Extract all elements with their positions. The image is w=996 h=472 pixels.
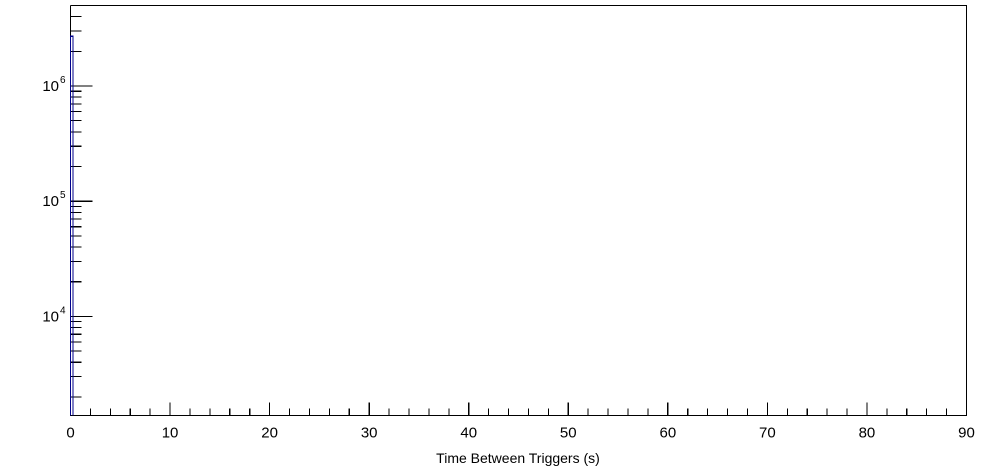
- y-axis-ticks: [70, 4, 93, 398]
- y-tick-label: 10 6: [42, 75, 66, 95]
- x-tick-label: 20: [261, 425, 278, 442]
- x-tick-label: 70: [759, 425, 776, 442]
- y-tick-label-exponent: 5: [60, 190, 66, 201]
- y-tick-label: 10 5: [42, 190, 66, 210]
- histogram-bin: [69, 35, 74, 416]
- x-tick-label: 0: [66, 425, 74, 442]
- x-tick-label: 50: [560, 425, 577, 442]
- x-axis-ticks: [69, 402, 968, 416]
- x-tick-label: 90: [958, 425, 975, 442]
- y-tick-label-exponent: 4: [60, 305, 66, 316]
- y-tick-label-mantissa: 10: [42, 193, 59, 210]
- y-tick-label: 10 4: [42, 305, 66, 325]
- x-tick-label: 30: [361, 425, 378, 442]
- y-tick-label-exponent: 6: [60, 75, 66, 86]
- x-axis-tick-labels: 0 10 20 30 40 50 60 70 80 90: [66, 425, 975, 442]
- x-tick-label: 10: [162, 425, 179, 442]
- histogram-series: [69, 35, 74, 416]
- x-tick-label: 60: [659, 425, 676, 442]
- plot-frame: [69, 4, 968, 417]
- x-axis-title: Time Between Triggers (s): [436, 450, 600, 466]
- y-tick-label-mantissa: 10: [42, 78, 59, 95]
- y-tick-label-mantissa: 10: [42, 308, 59, 325]
- frame-rect: [69, 4, 968, 417]
- x-tick-label: 40: [460, 425, 477, 442]
- x-tick-label: 80: [859, 425, 876, 442]
